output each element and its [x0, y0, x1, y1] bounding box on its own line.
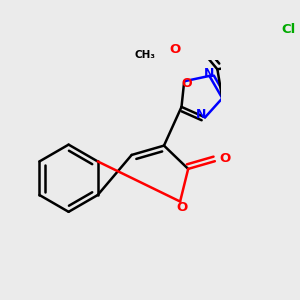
Text: O: O — [182, 77, 192, 90]
Text: N: N — [196, 108, 207, 121]
Text: CH₃: CH₃ — [134, 50, 155, 59]
Text: O: O — [169, 43, 181, 56]
Text: O: O — [219, 152, 230, 165]
Text: Cl: Cl — [281, 22, 296, 36]
Text: O: O — [176, 201, 187, 214]
Text: N: N — [204, 67, 214, 80]
